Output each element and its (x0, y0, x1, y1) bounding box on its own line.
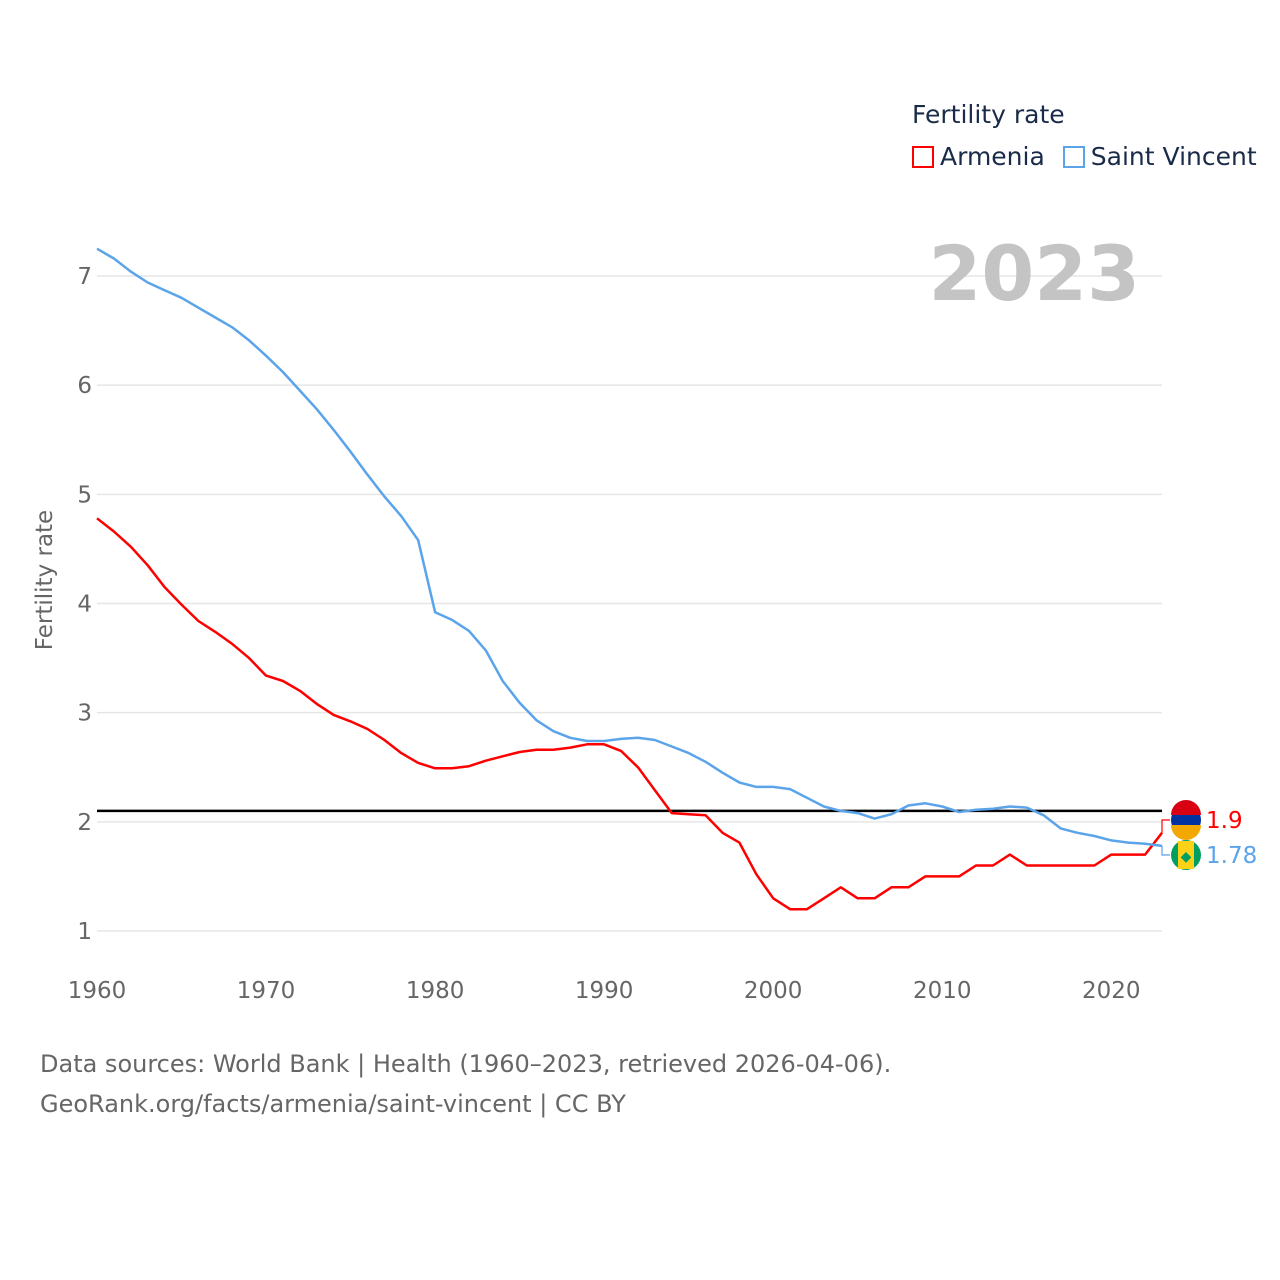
legend-label-armenia: Armenia (940, 142, 1045, 171)
legend-item-armenia[interactable]: Armenia (912, 142, 1045, 171)
legend-swatch-armenia (912, 145, 934, 168)
end-value-label: 1.78 (1206, 843, 1257, 869)
series-line-saint-vincent (96, 247, 1163, 848)
legend-title: Fertility rate (912, 100, 1065, 129)
end-value-label: 1.9 (1206, 808, 1243, 834)
y-axis-label: Fertility rate (32, 510, 58, 650)
x-tick-label: 1990 (575, 978, 634, 1004)
saint-vincent-flag-diamonds: ◆ (1181, 848, 1192, 864)
x-tick-label: 2010 (913, 978, 972, 1004)
data-source-text: Data sources: World Bank | Health (1960–… (40, 1050, 892, 1078)
legend: Armenia Saint Vincent (912, 142, 1257, 171)
y-tick-label: 4 (77, 592, 92, 618)
end-label-connector (1161, 845, 1170, 856)
series-line-armenia (96, 517, 1163, 911)
armenia-flag-orange-band (1171, 825, 1201, 840)
armenia-flag-red-band (1171, 800, 1201, 815)
footer: Data sources: World Bank | Health (1960–… (40, 1044, 891, 1124)
y-tick-label: 2 (77, 810, 92, 836)
end-label-connector (1161, 819, 1170, 833)
x-tick-label: 1960 (68, 978, 127, 1004)
y-tick-label: 6 (77, 373, 92, 399)
x-tick-label: 2020 (1082, 978, 1141, 1004)
legend-item-saint-vincent[interactable]: Saint Vincent (1062, 142, 1257, 171)
saint-vincent-flag-yellow-band (1178, 841, 1194, 869)
x-tick-label: 1970 (237, 978, 296, 1004)
x-tick-label: 1980 (406, 978, 465, 1004)
y-tick-label: 7 (77, 264, 92, 290)
y-tick-label: 1 (77, 919, 92, 945)
legend-label-saint-vincent: Saint Vincent (1090, 142, 1257, 171)
year-label: 2023 (928, 229, 1140, 318)
legend-swatch-saint-vincent (1062, 145, 1085, 168)
y-tick-label: 3 (77, 701, 92, 727)
attribution-link[interactable]: GeoRank.org/facts/armenia/saint-vincent … (40, 1090, 626, 1118)
y-tick-label: 5 (77, 482, 92, 508)
x-tick-label: 2000 (744, 978, 803, 1004)
